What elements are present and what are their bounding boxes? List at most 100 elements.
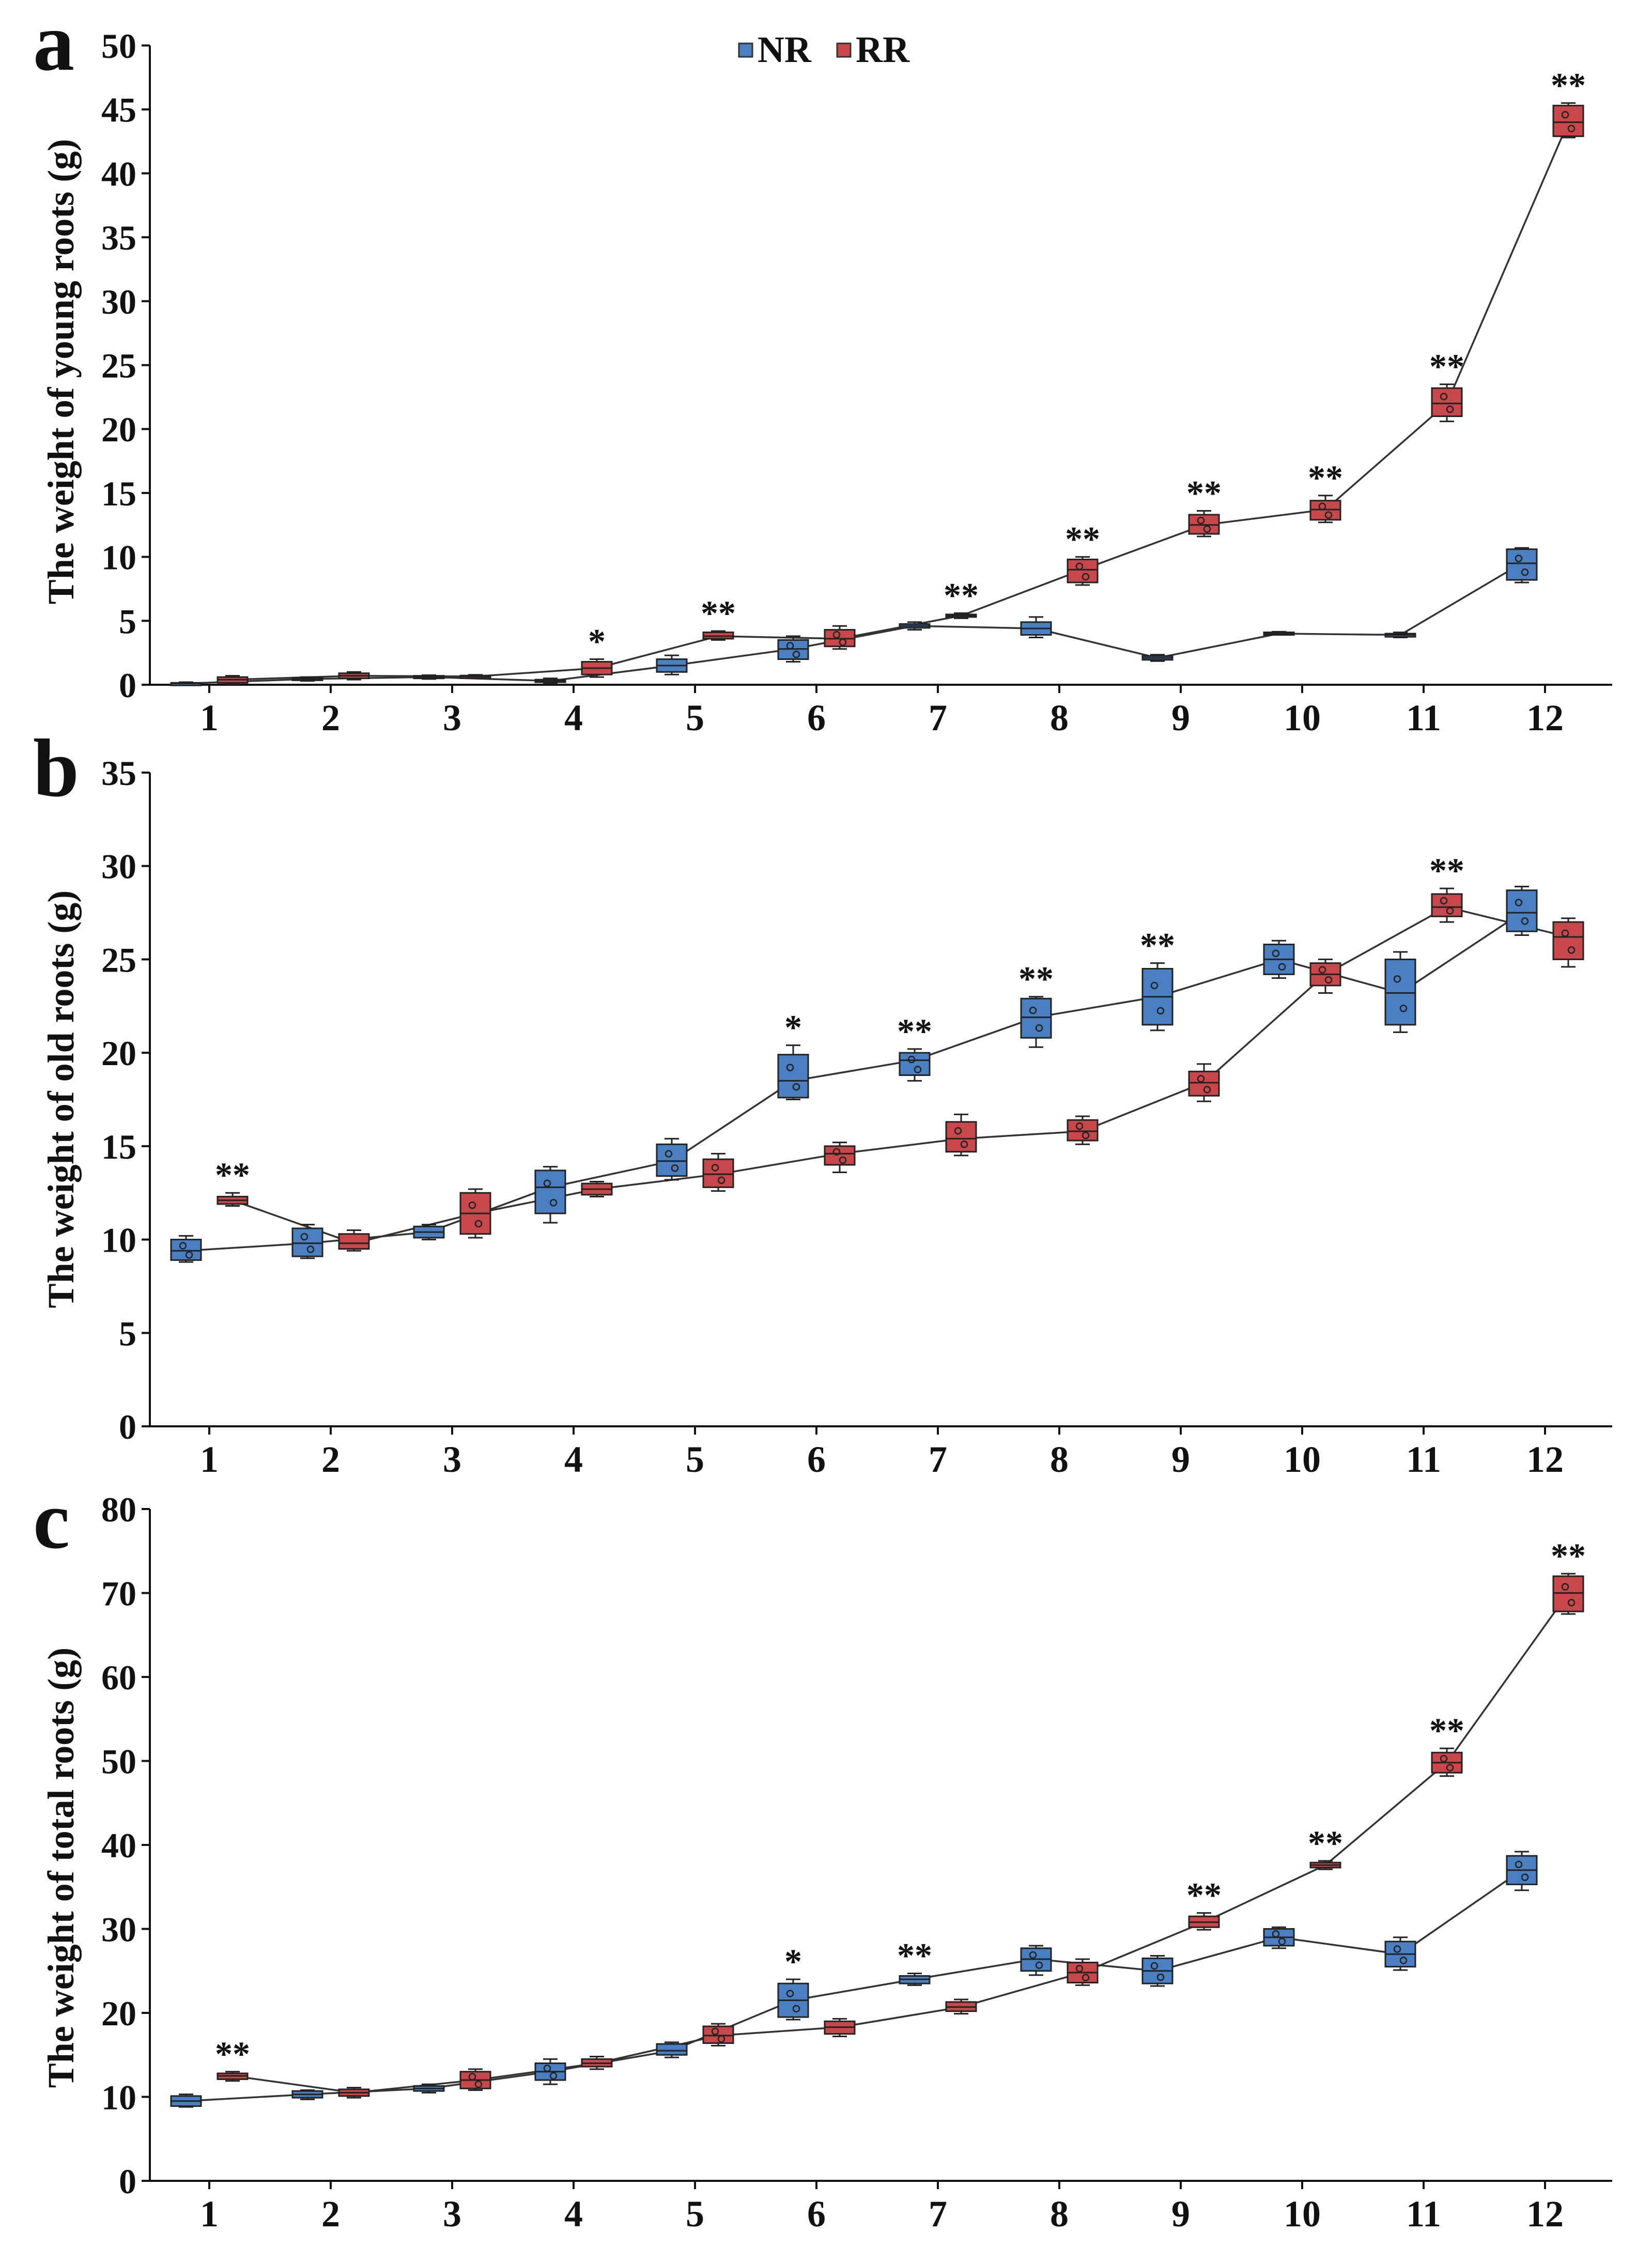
data-point (1075, 1122, 1084, 1130)
data-point (786, 1990, 794, 1997)
panel-a: a The weight of young roots (g) 05101520… (33, 0, 1612, 738)
data-point (1515, 899, 1523, 906)
data-point (717, 2035, 725, 2043)
data-point (1440, 393, 1448, 401)
panel-c: c The weight of total roots (g) 0 10 20 30 4… (33, 1474, 1612, 2235)
x-tick-label: 8 (1050, 697, 1069, 738)
y-axis-label-a: The weight of young roots (g) (40, 139, 82, 605)
x-tick-label: 3 (443, 2193, 461, 2235)
box-body-nr (656, 2043, 688, 2056)
data-point (1567, 1598, 1576, 1607)
box-rr (1067, 556, 1099, 586)
box-nr (170, 1235, 202, 1263)
box-body-rr (1552, 921, 1584, 960)
y-tick-label: 45 (101, 90, 136, 130)
box-body-nr (656, 1143, 688, 1177)
y-tick-label: 70 (101, 1574, 136, 1613)
data-point (1561, 929, 1569, 937)
y-tick-label: 50 (101, 1742, 136, 1781)
data-point (1082, 1974, 1090, 1981)
data-point (179, 1242, 187, 1250)
significance-marker: ** (1186, 473, 1222, 513)
panel-letter-a: a (33, 0, 74, 88)
box-nr (1141, 1955, 1174, 1987)
box-body-nr (899, 1052, 931, 1076)
significance-marker: ** (1308, 1823, 1343, 1863)
x-tick-label: 3 (443, 697, 461, 738)
data-point (1446, 907, 1454, 915)
legend-label-nr: NR (758, 29, 812, 70)
significance-marker: ** (1551, 1536, 1586, 1575)
x-tick-label: 4 (564, 1439, 583, 1480)
box-nr (534, 1166, 566, 1224)
panel-b: b The weight of old roots (g) 0510152025… (33, 722, 1612, 1480)
significance-marker: ** (1065, 519, 1100, 559)
x-tick-label: 12 (1526, 1439, 1564, 1480)
data-point (832, 631, 841, 639)
y-axis-label-b: The weight of old roots (g) (40, 890, 82, 1309)
y-tick-label: 5 (119, 602, 136, 641)
x-tick-label: 6 (807, 1439, 826, 1480)
box-body-nr (1020, 997, 1052, 1039)
box-nr (1263, 630, 1295, 636)
box-body-rr (338, 1233, 370, 1250)
data-point (792, 1083, 800, 1091)
box-rr (702, 630, 734, 641)
box-nr (291, 1224, 323, 1259)
box-nr (413, 2083, 445, 2094)
x-tick-label: 10 (1284, 2193, 1321, 2235)
data-point (1393, 975, 1401, 983)
box-body-nr (534, 1169, 566, 1214)
box-rr (1309, 958, 1341, 994)
y-tick-label: 35 (101, 753, 136, 793)
data-point (1150, 1962, 1159, 1970)
y-tick-label: 10 (101, 1221, 136, 1260)
x-tick-label: 12 (1526, 2193, 1564, 2235)
data-point (1197, 516, 1205, 525)
data-point (468, 2073, 476, 2081)
significance-marker: ** (944, 575, 979, 614)
data-point (1035, 1961, 1043, 1969)
y-axis-label-c: The weight of total roots (g) (40, 1648, 82, 2088)
box-nr (1384, 951, 1416, 1033)
box-body-rr (1431, 893, 1463, 917)
data-point (468, 1201, 476, 1209)
significance-marker: ** (897, 1936, 932, 1975)
y-tick-label: 5 (119, 1314, 136, 1353)
data-point (185, 1251, 193, 1259)
box-nr (170, 681, 202, 686)
box-nr (1141, 962, 1174, 1032)
box-rr (338, 671, 370, 681)
box-rr (1431, 887, 1463, 923)
y-tick-label: 15 (101, 1127, 136, 1166)
box-rr (338, 1229, 370, 1252)
box-nr (899, 621, 931, 631)
y-tick-label: 0 (119, 2162, 136, 2201)
significance-marker: ** (215, 1155, 250, 1194)
x-tick-label: 4 (564, 2193, 583, 2235)
box-rr (1309, 495, 1341, 524)
box-rr (945, 1113, 977, 1157)
box-body-nr (1384, 958, 1416, 1026)
box-rr (702, 1152, 734, 1192)
data-point (1272, 949, 1280, 958)
series-line-nr (186, 562, 1522, 685)
data-point (839, 638, 847, 646)
box-nr (1141, 654, 1174, 662)
data-point (839, 1156, 847, 1164)
x-tick-label: 12 (1526, 697, 1564, 738)
x-tick-label: 7 (929, 697, 947, 738)
panel-letter-b: b (33, 722, 79, 814)
significance-marker: ** (1429, 1711, 1464, 1750)
data-point (1446, 405, 1454, 413)
y-tick-label: 60 (101, 1658, 136, 1697)
x-tick-label: 7 (929, 2193, 947, 2235)
data-point (306, 1245, 315, 1253)
data-point (792, 2005, 800, 2013)
data-point (1521, 1873, 1529, 1881)
data-point (954, 1127, 962, 1135)
x-tick-label: 4 (564, 697, 583, 738)
box-rr (1552, 1573, 1584, 1615)
significance-marker: * (784, 1942, 802, 1981)
x-tick-label: 9 (1171, 1439, 1190, 1480)
